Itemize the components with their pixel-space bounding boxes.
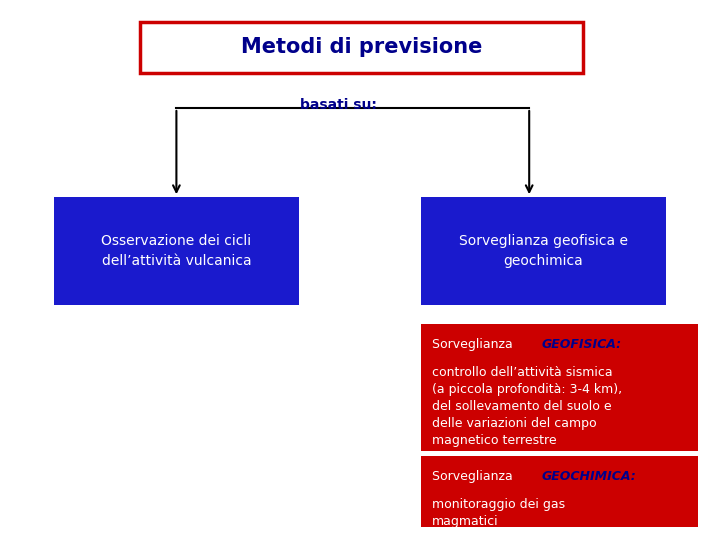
Text: Metodi di previsione: Metodi di previsione — [241, 37, 482, 57]
Text: Sorveglianza geofisica e
geochimica: Sorveglianza geofisica e geochimica — [459, 234, 628, 268]
FancyBboxPatch shape — [54, 197, 299, 305]
Text: basati su:: basati su: — [300, 98, 377, 112]
Text: monitoraggio dei gas
magmatici: monitoraggio dei gas magmatici — [432, 498, 565, 529]
Text: Sorveglianza: Sorveglianza — [432, 338, 517, 351]
FancyBboxPatch shape — [421, 324, 698, 451]
Text: controllo dell’attività sismica
(a piccola profondità: 3-4 km),
del sollevamento: controllo dell’attività sismica (a picco… — [432, 366, 622, 447]
FancyBboxPatch shape — [421, 197, 666, 305]
Text: GEOFISICA:: GEOFISICA: — [541, 338, 621, 351]
Text: GEOCHIMICA:: GEOCHIMICA: — [541, 470, 636, 483]
Text: Osservazione dei cicli
dell’attività vulcanica: Osservazione dei cicli dell’attività vul… — [102, 234, 251, 268]
FancyBboxPatch shape — [421, 456, 698, 526]
Text: Sorveglianza: Sorveglianza — [432, 470, 517, 483]
FancyBboxPatch shape — [140, 22, 583, 73]
